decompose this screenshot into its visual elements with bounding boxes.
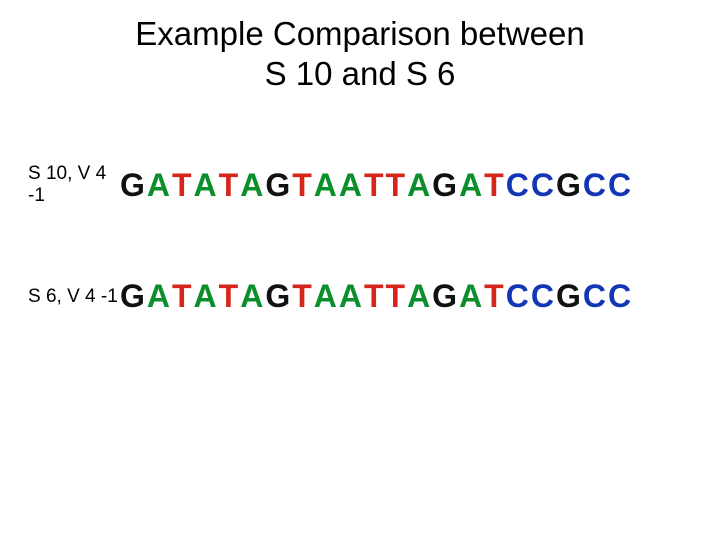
base-A: A bbox=[240, 278, 265, 315]
base-C: C bbox=[583, 278, 608, 315]
base-T: T bbox=[386, 278, 408, 315]
base-T: T bbox=[484, 167, 506, 204]
base-T: T bbox=[219, 278, 241, 315]
base-G: G bbox=[265, 167, 292, 204]
base-C: C bbox=[531, 278, 556, 315]
base-T: T bbox=[484, 278, 506, 315]
base-T: T bbox=[172, 278, 194, 315]
sequence-row-label: S 6, V 4 -1 bbox=[28, 286, 120, 308]
base-T: T bbox=[219, 167, 241, 204]
base-A: A bbox=[194, 278, 219, 315]
base-T: T bbox=[172, 167, 194, 204]
base-T: T bbox=[292, 167, 314, 204]
base-A: A bbox=[339, 167, 364, 204]
sequence-display: GATATAGTAATTAGATCCGCC bbox=[120, 167, 633, 204]
base-G: G bbox=[432, 278, 459, 315]
base-A: A bbox=[339, 278, 364, 315]
sequence-row: S 10, V 4 -1 GATATAGTAATTAGATCCGCC bbox=[28, 163, 633, 207]
base-A: A bbox=[459, 278, 484, 315]
base-C: C bbox=[608, 278, 633, 315]
base-T: T bbox=[364, 278, 386, 315]
base-G: G bbox=[120, 167, 147, 204]
base-A: A bbox=[314, 278, 339, 315]
base-C: C bbox=[531, 167, 556, 204]
base-A: A bbox=[407, 167, 432, 204]
sequence-display: GATATAGTAATTAGATCCGCC bbox=[120, 278, 633, 315]
base-G: G bbox=[556, 278, 583, 315]
base-T: T bbox=[364, 167, 386, 204]
base-T: T bbox=[292, 278, 314, 315]
base-A: A bbox=[240, 167, 265, 204]
sequence-row: S 6, V 4 -1 GATATAGTAATTAGATCCGCC bbox=[28, 278, 633, 315]
base-G: G bbox=[120, 278, 147, 315]
base-A: A bbox=[407, 278, 432, 315]
base-T: T bbox=[386, 167, 408, 204]
base-A: A bbox=[147, 278, 172, 315]
base-A: A bbox=[459, 167, 484, 204]
base-A: A bbox=[194, 167, 219, 204]
base-C: C bbox=[608, 167, 633, 204]
slide-title: Example Comparison betweenS 10 and S 6 bbox=[0, 14, 720, 93]
base-A: A bbox=[147, 167, 172, 204]
base-G: G bbox=[265, 278, 292, 315]
base-C: C bbox=[506, 278, 531, 315]
sequence-row-label: S 10, V 4 -1 bbox=[28, 163, 120, 207]
base-A: A bbox=[314, 167, 339, 204]
base-C: C bbox=[583, 167, 608, 204]
base-G: G bbox=[556, 167, 583, 204]
base-G: G bbox=[432, 167, 459, 204]
base-C: C bbox=[506, 167, 531, 204]
